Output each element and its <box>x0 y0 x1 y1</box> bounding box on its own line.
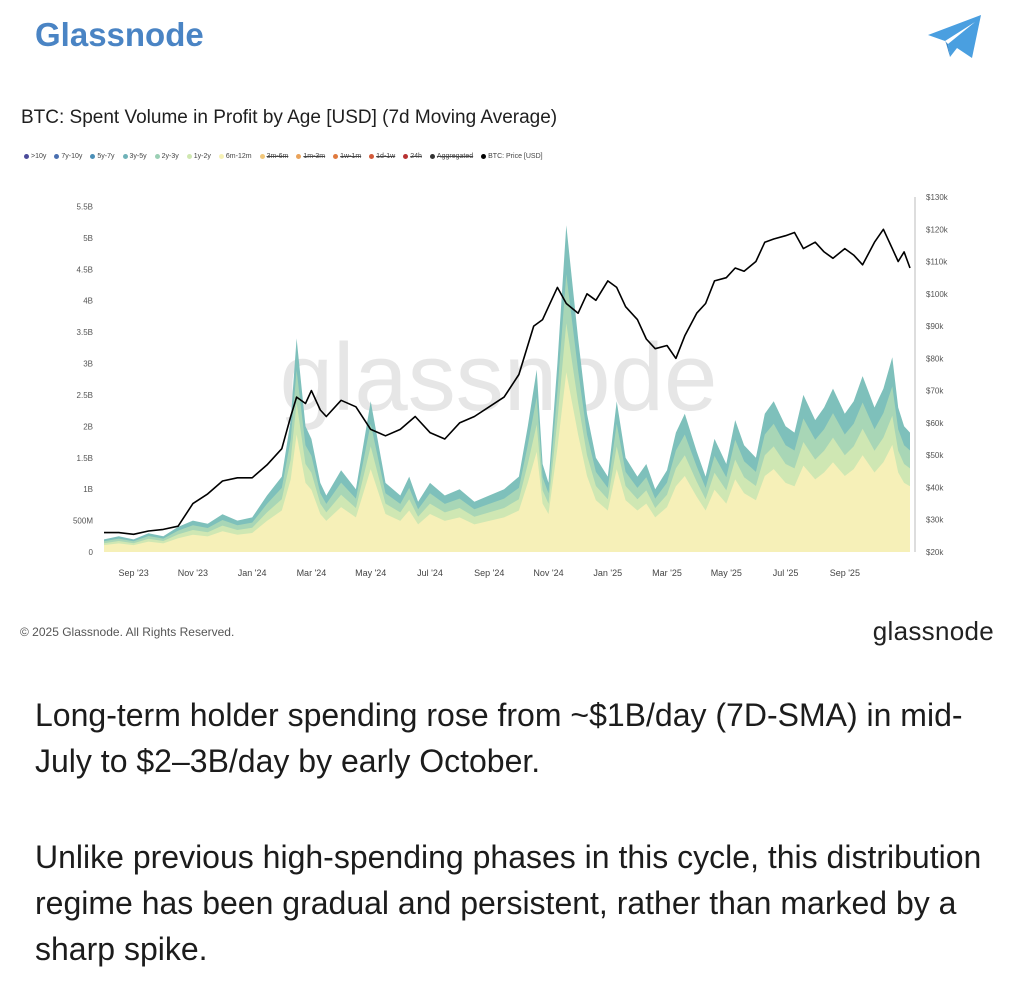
legend-label: Aggregated <box>436 152 474 160</box>
legend-item[interactable]: 1d-1w <box>369 150 395 162</box>
x-tick-label: Sep '25 <box>830 568 860 578</box>
y-left-tick-label: 500M <box>73 517 93 526</box>
y-right-tick-label: $60k <box>926 419 944 428</box>
legend-swatch <box>403 153 409 159</box>
legend-label: 24h <box>410 152 422 160</box>
y-right-tick-label: $80k <box>926 354 944 363</box>
x-tick-label: May '25 <box>711 568 742 578</box>
x-tick-label: Sep '23 <box>119 568 149 578</box>
legend-label: 1y-2y <box>193 152 211 160</box>
legend-item[interactable]: 6m-12m <box>218 150 252 162</box>
x-tick-label: Jan '24 <box>238 568 267 578</box>
y-left-tick-label: 5B <box>83 234 93 243</box>
legend-swatch <box>429 153 435 159</box>
x-tick-label: Jan '25 <box>593 568 622 578</box>
y-right-tick-label: $120k <box>926 225 949 234</box>
legend-item[interactable]: 2y-3y <box>154 150 179 162</box>
y-left-tick-label: 1.5B <box>77 454 93 463</box>
legend-item[interactable]: 7y-10y <box>54 150 82 162</box>
legend-item[interactable]: 1m-3m <box>296 150 325 162</box>
y-right-tick-label: $100k <box>926 290 949 299</box>
legend-item[interactable]: >10y <box>24 150 46 162</box>
copyright-notice: © 2025 Glassnode. All Rights Reserved. <box>20 625 235 639</box>
legend-label: 2y-3y <box>161 152 179 160</box>
legend-label: 1w-1m <box>340 152 362 160</box>
y-right-tick-label: $30k <box>926 516 944 525</box>
legend-label: 3m-6m <box>266 152 289 160</box>
legend-label: 1m-3m <box>303 152 326 160</box>
x-tick-label: Sep '24 <box>474 568 504 578</box>
y-right-tick-label: $90k <box>926 322 944 331</box>
legend-swatch <box>54 153 60 159</box>
legend-label: 3y-5y <box>129 152 147 160</box>
volume-area-layer-1 <box>104 225 910 553</box>
legend-swatch <box>481 153 487 159</box>
y-left-tick-label: 4.5B <box>77 265 93 274</box>
x-tick-label: Nov '24 <box>533 568 563 578</box>
legend-label: 5y-7y <box>97 152 115 160</box>
legend-swatch <box>90 153 96 159</box>
y-left-tick-label: 3B <box>83 360 93 369</box>
legend-swatch <box>333 153 339 159</box>
legend-label: >10y <box>31 152 47 160</box>
volume-area-layer-3 <box>104 323 910 552</box>
y-left-tick-label: 3.5B <box>77 328 93 337</box>
y-right-tick-label: $110k <box>926 258 948 267</box>
legend-item[interactable]: 3m-6m <box>259 150 289 162</box>
legend-swatch <box>186 153 192 159</box>
y-right-tick-label: $50k <box>926 451 944 460</box>
chart-watermark: glassnode <box>280 324 718 431</box>
legend-swatch <box>122 153 128 159</box>
legend-item[interactable]: 3y-5y <box>122 150 147 162</box>
x-tick-label: Mar '25 <box>652 568 682 578</box>
x-tick-label: Mar '24 <box>297 568 327 578</box>
legend-swatch <box>259 153 265 159</box>
legend-item[interactable]: 1y-2y <box>186 150 211 162</box>
btc-price-line <box>104 228 911 536</box>
legend-item[interactable]: 24h <box>403 150 422 162</box>
y-left-tick-label: 5.5B <box>77 202 93 211</box>
legend-label: 1d-1w <box>376 152 396 160</box>
post-paragraph-2: Unlike previous high-spending phases in … <box>35 839 982 967</box>
y-right-tick-label: $40k <box>926 483 944 492</box>
legend-label: 7y-10y <box>61 152 83 160</box>
legend-item[interactable]: 1w-1m <box>333 150 361 162</box>
volume-area-layer-2 <box>104 274 910 552</box>
y-right-tick-label: $70k <box>926 387 944 396</box>
legend-label: BTC: Price [USD] <box>488 152 543 160</box>
chart-legend: >10y 7y-10y 5y-7y 3y-5y 2y-3y 1y-2y 6m-12m 3m-6… <box>24 150 543 162</box>
legend-swatch <box>369 153 375 159</box>
y-left-tick-label: 4B <box>83 297 93 306</box>
legend-item[interactable]: Aggregated <box>429 150 474 162</box>
legend-swatch <box>218 153 224 159</box>
volume-area-layer-4 <box>104 372 910 552</box>
legend-item[interactable]: BTC: Price [USD] <box>481 150 543 162</box>
y-left-tick-label: 1B <box>83 485 93 494</box>
legend-label: 6m-12m <box>225 152 252 160</box>
x-tick-label: May '24 <box>355 568 386 578</box>
y-left-tick-label: 2B <box>83 422 93 431</box>
y-right-tick-label: $130k <box>926 193 949 202</box>
legend-swatch <box>24 153 29 159</box>
y-left-tick-label: 2.5B <box>77 391 93 400</box>
chart-title: BTC: Spent Volume in Profit by Age [USD]… <box>21 107 558 128</box>
x-tick-label: Nov '23 <box>178 568 208 578</box>
glassnode-logo: glassnode <box>872 616 994 646</box>
telegram-paper-plane-icon[interactable] <box>926 14 984 60</box>
legend-swatch <box>154 153 160 159</box>
x-tick-label: Jul '25 <box>773 568 799 578</box>
x-tick-label: Jul '24 <box>417 568 443 578</box>
y-right-tick-label: $20k <box>926 548 944 557</box>
legend-item[interactable]: 5y-7y <box>90 150 115 162</box>
channel-name[interactable]: Glassnode <box>35 16 204 53</box>
y-left-tick-label: 0 <box>89 548 94 557</box>
legend-swatch <box>296 153 302 159</box>
post-paragraph-1: Long-term holder spending rose from ~$1B… <box>35 697 963 779</box>
